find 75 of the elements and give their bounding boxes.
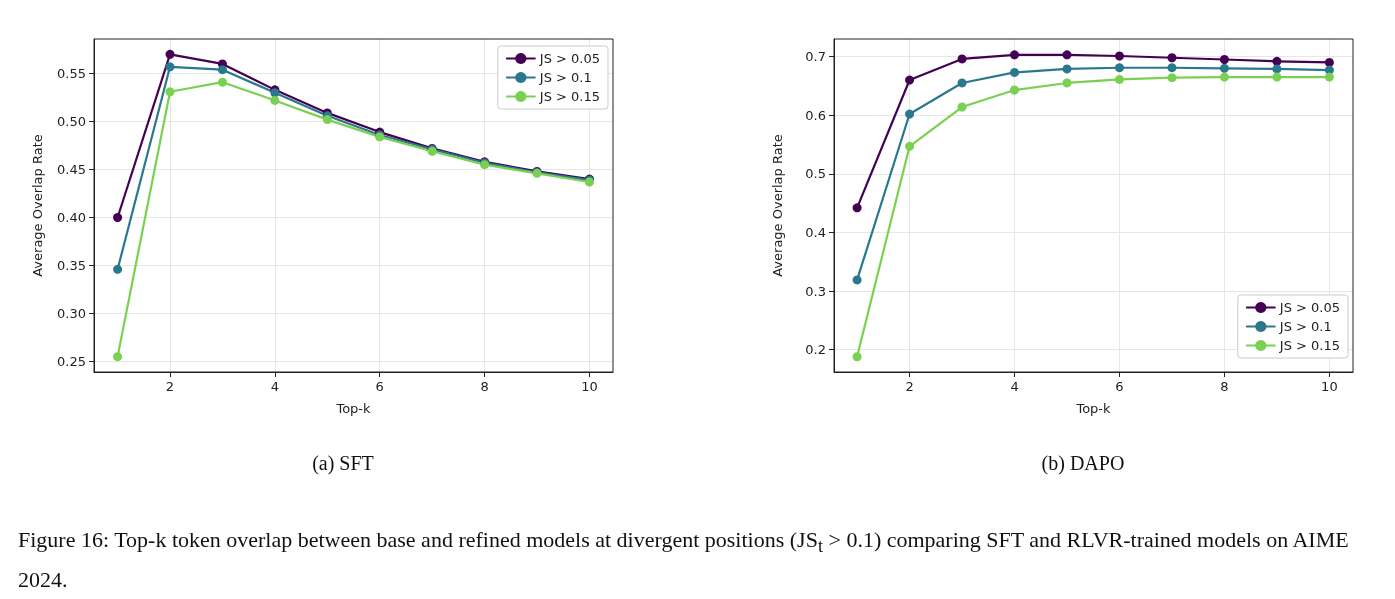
y-tick-label: 0.55: [57, 66, 86, 82]
point: [1219, 72, 1229, 82]
y-tick-label: 0.50: [57, 114, 86, 130]
legend-label: JS > 0.15: [538, 89, 601, 104]
y-tick-label: 0.6: [805, 107, 826, 123]
legend-label: JS > 0.15: [1278, 338, 1341, 353]
point: [905, 141, 915, 151]
y-tick-label: 0.7: [805, 49, 826, 65]
point: [165, 49, 175, 59]
point: [905, 109, 915, 119]
x-tick-label: 6: [375, 379, 384, 394]
y-tick-label: 0.30: [57, 305, 86, 321]
point: [852, 275, 862, 285]
y-tick-label: 0.40: [57, 210, 86, 225]
y-tick-label: 0.3: [805, 283, 826, 299]
y-tick-label: 0.35: [57, 257, 86, 273]
point: [1219, 55, 1229, 65]
point: [1010, 85, 1020, 95]
y-tick-label: 0.2: [805, 342, 826, 358]
point: [1114, 51, 1124, 61]
point: [1272, 56, 1282, 66]
point: [270, 95, 280, 105]
point: [1010, 50, 1020, 60]
point: [1167, 53, 1177, 63]
point: [1324, 72, 1334, 82]
point: [1010, 67, 1020, 77]
point: [957, 102, 967, 112]
x-tick-label: 4: [270, 379, 279, 394]
point: [113, 213, 123, 222]
legend-label: JS > 0.1: [538, 70, 592, 85]
point: [1324, 57, 1334, 67]
point: [217, 77, 227, 87]
y-tick-label: 0.4: [805, 224, 826, 240]
legend-label: JS > 0.1: [1278, 319, 1332, 334]
point: [165, 62, 175, 72]
point: [957, 54, 967, 64]
point: [957, 78, 967, 88]
point: [1062, 50, 1072, 60]
point: [1114, 74, 1124, 84]
point: [852, 352, 862, 362]
x-axis-title: Top-k: [335, 401, 372, 416]
point: [217, 65, 227, 75]
y-axis-title: Average Overlap Rate: [770, 134, 785, 277]
x-tick-label: 10: [1321, 379, 1338, 394]
point: [905, 75, 915, 85]
point: [1272, 72, 1282, 82]
x-tick-label: 2: [165, 379, 175, 394]
y-axis-title: Average Overlap Rate: [30, 134, 45, 277]
text: Figure 16: Top-k token overlap between base and refined models at divergent positions (JS$_{t}$ > 0.1) comparing SFT and RLVR-trained models on AIME 2024.: [18, 527, 1349, 593]
y-tick-label: 0.5: [805, 166, 826, 182]
point: [1062, 78, 1072, 88]
y-tick-label: 0.25: [57, 353, 86, 369]
text: (b) DAPO: [1041, 452, 1125, 475]
text: (a) SFT: [312, 452, 374, 475]
x-tick-label: 2: [905, 379, 914, 394]
point: [113, 264, 123, 274]
point: [1167, 63, 1177, 73]
point: [1114, 63, 1124, 73]
point: [113, 352, 123, 362]
point: [852, 203, 862, 213]
point: [1272, 64, 1282, 74]
x-tick-label: 4: [1010, 379, 1019, 394]
x-tick-label: 8: [1220, 379, 1229, 394]
x-tick-label: 6: [1115, 379, 1124, 394]
y-tick-label: 0.45: [57, 162, 86, 178]
point: [1062, 64, 1072, 74]
x-tick-label: 8: [480, 379, 489, 394]
legend-label: JS > 0.05: [1278, 300, 1341, 315]
point: [1219, 63, 1229, 73]
point: [1167, 73, 1177, 83]
legend-label: JS > 0.05: [538, 51, 601, 66]
x-axis-title: Top-k: [1075, 401, 1112, 416]
point: [165, 87, 175, 97]
point: [322, 115, 332, 125]
x-tick-label: 10: [581, 379, 598, 394]
